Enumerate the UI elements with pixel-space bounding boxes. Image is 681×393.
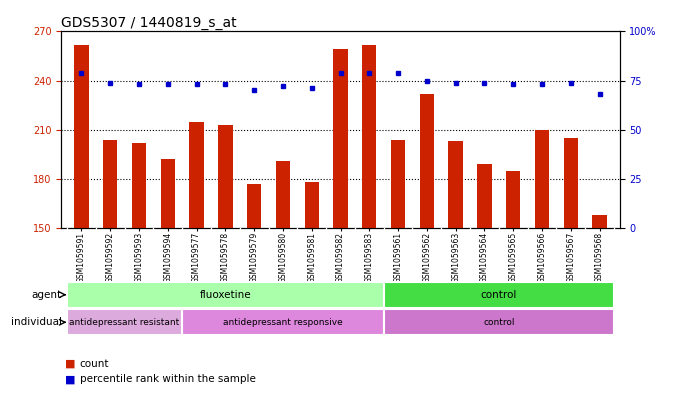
Text: ■: ■: [65, 374, 75, 384]
Bar: [67, 281, 383, 308]
Text: count: count: [80, 358, 109, 369]
Text: control: control: [483, 318, 515, 327]
Bar: [383, 281, 614, 308]
Bar: [477, 164, 492, 228]
Bar: [161, 159, 175, 228]
Bar: [132, 143, 146, 228]
Text: GDS5307 / 1440819_s_at: GDS5307 / 1440819_s_at: [61, 17, 237, 30]
Text: ■: ■: [65, 358, 75, 369]
Bar: [189, 121, 204, 228]
Bar: [103, 140, 117, 228]
Bar: [333, 50, 348, 228]
Bar: [419, 94, 434, 228]
Bar: [506, 171, 520, 228]
Bar: [247, 184, 262, 228]
Text: fluoxetine: fluoxetine: [200, 290, 251, 300]
Text: antidepressant responsive: antidepressant responsive: [223, 318, 343, 327]
Bar: [391, 140, 405, 228]
Bar: [276, 161, 290, 228]
Text: control: control: [481, 290, 517, 300]
Text: individual: individual: [11, 317, 62, 327]
Bar: [535, 130, 549, 228]
Text: percentile rank within the sample: percentile rank within the sample: [80, 374, 255, 384]
Bar: [564, 138, 578, 228]
Bar: [304, 182, 319, 228]
Bar: [592, 215, 607, 228]
Text: agent: agent: [32, 290, 62, 300]
Bar: [383, 309, 614, 336]
Bar: [67, 309, 183, 336]
Bar: [183, 309, 383, 336]
Bar: [74, 44, 89, 228]
Bar: [218, 125, 232, 228]
Bar: [362, 44, 377, 228]
Bar: [449, 141, 463, 228]
Text: antidepressant resistant: antidepressant resistant: [69, 318, 180, 327]
